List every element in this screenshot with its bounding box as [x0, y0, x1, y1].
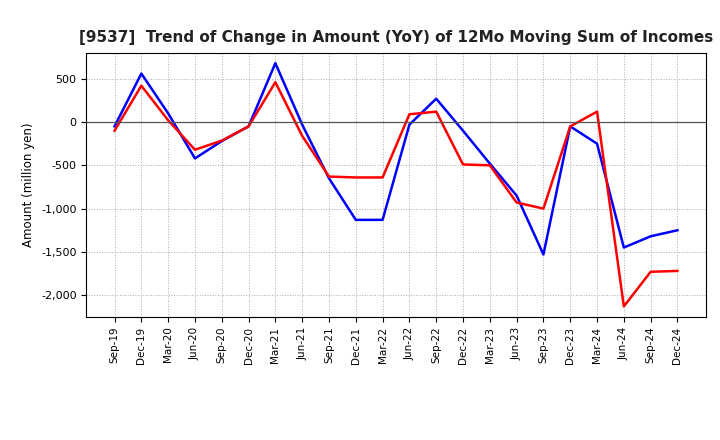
Net Income — [244, 124, 253, 129]
Ordinary Income — [378, 217, 387, 223]
Ordinary Income — [432, 96, 441, 101]
Net Income — [566, 124, 575, 129]
Ordinary Income — [217, 139, 226, 144]
Ordinary Income — [513, 193, 521, 198]
Ordinary Income — [673, 227, 682, 233]
Net Income — [325, 174, 333, 179]
Ordinary Income — [485, 161, 494, 166]
Ordinary Income — [566, 124, 575, 129]
Net Income — [539, 206, 548, 211]
Net Income — [593, 109, 601, 114]
Net Income — [619, 304, 628, 309]
Net Income — [298, 133, 307, 139]
Title: [9537]  Trend of Change in Amount (YoY) of 12Mo Moving Sum of Incomes: [9537] Trend of Change in Amount (YoY) o… — [79, 29, 713, 45]
Ordinary Income — [459, 128, 467, 133]
Net Income — [191, 147, 199, 152]
Net Income — [459, 162, 467, 167]
Net Income — [485, 163, 494, 168]
Ordinary Income — [593, 141, 601, 147]
Ordinary Income — [110, 124, 119, 129]
Line: Ordinary Income: Ordinary Income — [114, 63, 678, 254]
Net Income — [432, 109, 441, 114]
Ordinary Income — [325, 176, 333, 181]
Net Income — [351, 175, 360, 180]
Ordinary Income — [619, 245, 628, 250]
Ordinary Income — [539, 252, 548, 257]
Ordinary Income — [271, 61, 279, 66]
Ordinary Income — [137, 71, 145, 76]
Net Income — [647, 269, 655, 275]
Net Income — [405, 112, 414, 117]
Line: Net Income: Net Income — [114, 82, 678, 306]
Ordinary Income — [405, 122, 414, 127]
Ordinary Income — [191, 156, 199, 161]
Net Income — [164, 117, 173, 123]
Ordinary Income — [351, 217, 360, 223]
Ordinary Income — [647, 234, 655, 239]
Ordinary Income — [164, 111, 173, 116]
Y-axis label: Amount (million yen): Amount (million yen) — [22, 123, 35, 247]
Net Income — [271, 80, 279, 85]
Net Income — [673, 268, 682, 274]
Net Income — [137, 83, 145, 88]
Net Income — [110, 128, 119, 133]
Ordinary Income — [298, 122, 307, 127]
Ordinary Income — [244, 124, 253, 129]
Net Income — [217, 138, 226, 143]
Net Income — [513, 200, 521, 205]
Net Income — [378, 175, 387, 180]
